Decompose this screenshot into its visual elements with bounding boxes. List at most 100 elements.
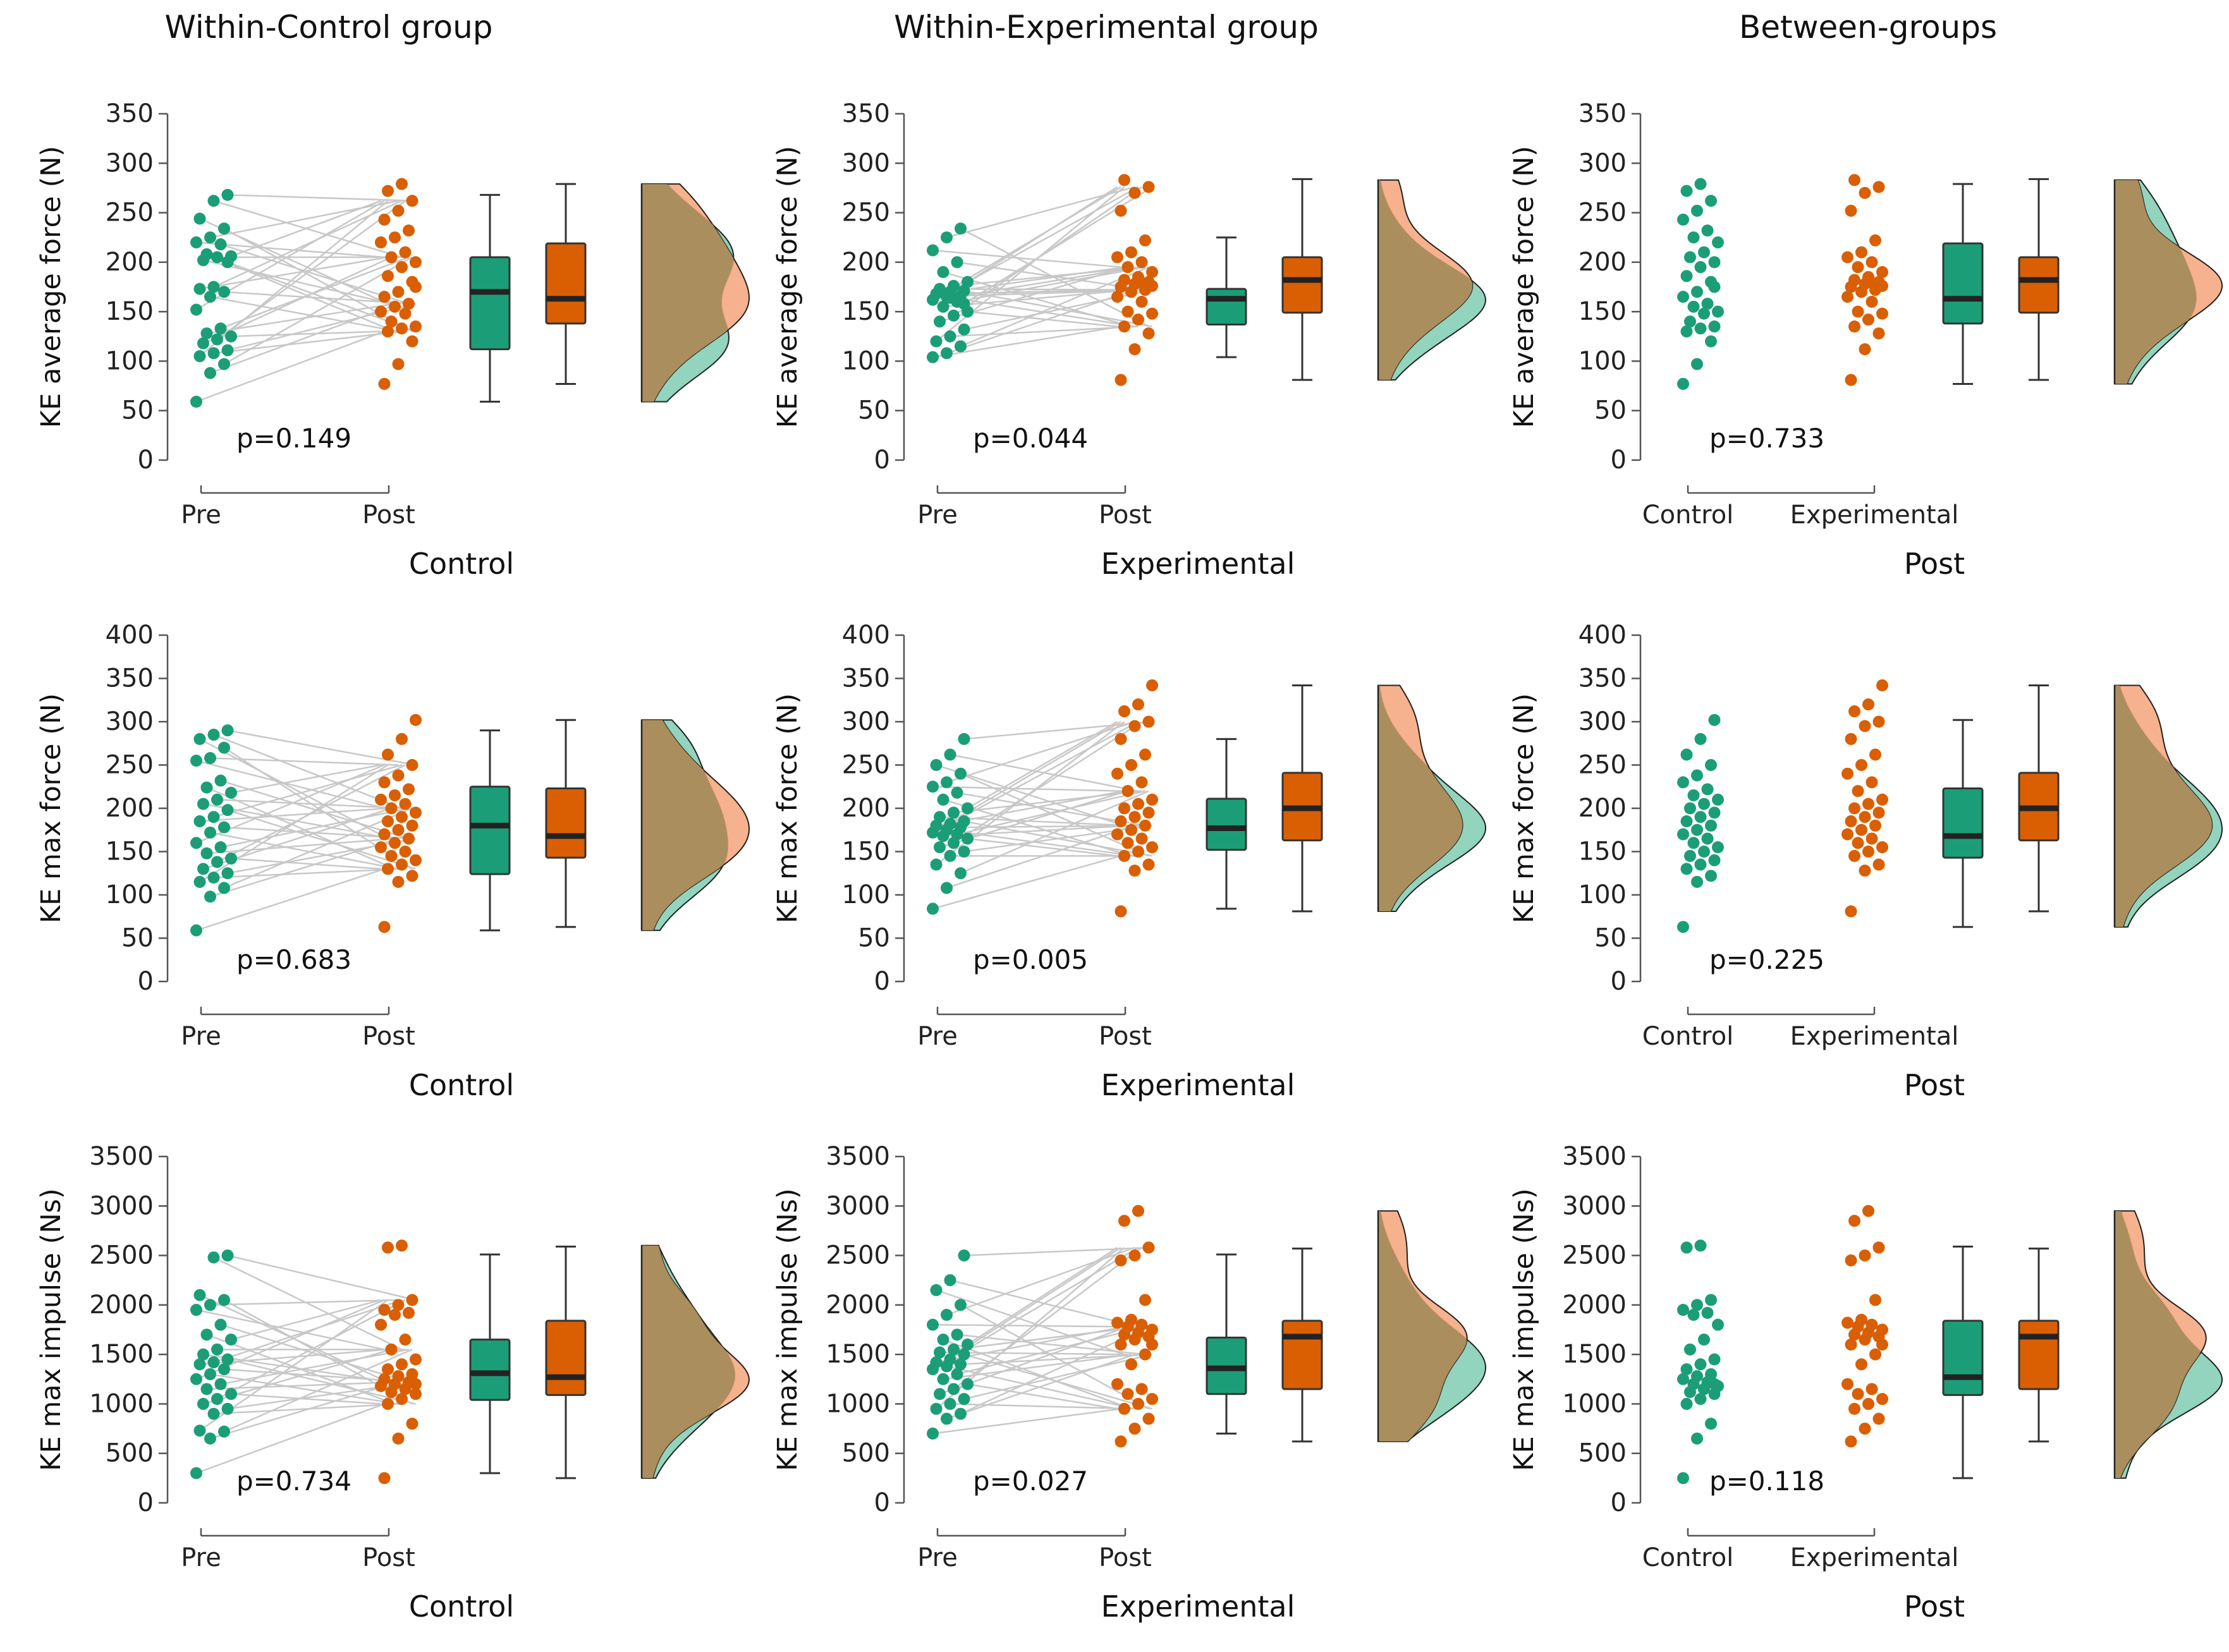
x-axis-label: Control xyxy=(409,547,514,581)
data-point-b xyxy=(406,1418,418,1430)
paired-line xyxy=(213,200,402,258)
data-point-b xyxy=(399,1333,412,1346)
data-point-a xyxy=(190,236,202,249)
y-tick-label: 1500 xyxy=(89,1340,154,1369)
box-a-iqr xyxy=(469,256,511,351)
y-tick-label: 3500 xyxy=(89,1142,154,1171)
data-point-a xyxy=(193,1424,206,1437)
data-point-a xyxy=(941,776,953,789)
data-point-a xyxy=(1680,748,1693,761)
data-point-a xyxy=(218,1425,230,1438)
data-point-b xyxy=(389,1309,401,1321)
data-point-b xyxy=(378,1472,391,1485)
data-point-b xyxy=(392,1299,405,1311)
chart-panel-2-1: 0 50 100 150 200 250 300 350 400 KE max force (N)… xyxy=(35,621,750,1102)
data-point-a xyxy=(207,347,220,360)
data-point-b xyxy=(396,1239,408,1252)
data-point-a xyxy=(941,882,953,894)
y-tick-label: 0 xyxy=(874,1488,890,1517)
data-point-a xyxy=(958,815,970,828)
data-point-b xyxy=(1872,806,1885,819)
data-point-b xyxy=(410,320,422,333)
data-point-a xyxy=(958,1348,970,1361)
data-point-a xyxy=(951,1328,963,1341)
data-point-a xyxy=(1708,854,1721,866)
data-point-a xyxy=(955,340,967,353)
data-point-b xyxy=(1111,1378,1123,1390)
data-point-a xyxy=(221,1402,234,1415)
data-point-b xyxy=(389,789,401,801)
data-point-b xyxy=(1121,305,1134,318)
data-point-b xyxy=(1866,295,1878,308)
data-point-a xyxy=(958,732,970,745)
data-point-b xyxy=(1142,715,1155,728)
data-point-a xyxy=(1712,305,1724,318)
data-point-b xyxy=(1125,1358,1137,1371)
x-tick-label: Experimental xyxy=(1790,1543,1959,1572)
data-point-a xyxy=(927,1427,939,1440)
data-point-a xyxy=(944,849,956,862)
y-tick-label: 200 xyxy=(106,794,154,823)
data-point-b xyxy=(1855,246,1867,258)
y-tick-label: 400 xyxy=(842,621,890,650)
y-tick-label: 500 xyxy=(1579,1439,1627,1468)
column-title-control: Within-Control group xyxy=(164,9,493,46)
paired-line xyxy=(206,253,395,332)
y-tick-label: 100 xyxy=(1579,346,1627,375)
y-axis-label: KE max impulse (Ns) xyxy=(772,1188,803,1471)
data-point-b xyxy=(1125,1313,1137,1326)
data-point-b xyxy=(1135,295,1148,308)
data-point-b xyxy=(1845,204,1857,217)
data-point-b xyxy=(1848,849,1860,862)
y-tick-label: 2500 xyxy=(1562,1241,1627,1270)
data-point-a xyxy=(930,1402,943,1415)
y-tick-label: 300 xyxy=(1579,707,1627,736)
data-point-a xyxy=(221,344,234,356)
data-point-b xyxy=(396,1358,408,1371)
data-point-a xyxy=(1705,1294,1717,1306)
data-point-b xyxy=(1862,1205,1874,1217)
data-point-b xyxy=(1869,748,1881,761)
paired-line xyxy=(963,1353,1152,1400)
paired-line xyxy=(196,331,385,403)
data-point-b xyxy=(1135,832,1148,845)
data-point-b xyxy=(1128,811,1141,823)
chart-panel-1-3: 0 50 100 150 200 250 300 350 KE average force (N… xyxy=(1508,99,2223,581)
y-tick-label: 50 xyxy=(1594,396,1627,425)
data-point-a xyxy=(1691,204,1703,217)
data-point-a xyxy=(955,1299,967,1311)
y-tick-label: 2000 xyxy=(1562,1291,1627,1320)
density-overlap xyxy=(1378,685,1463,912)
data-point-b xyxy=(1118,174,1130,186)
data-point-a xyxy=(1680,1241,1693,1254)
data-point-b xyxy=(1125,246,1137,258)
x-tick-label: Pre xyxy=(917,1022,958,1051)
data-point-b xyxy=(392,286,405,298)
x-tick-label: Control xyxy=(1642,1022,1734,1051)
data-point-a xyxy=(211,856,223,868)
y-tick-label: 3500 xyxy=(826,1142,890,1171)
paired-line xyxy=(953,720,1142,844)
data-point-a xyxy=(221,188,234,201)
data-point-a xyxy=(1691,1370,1703,1383)
x-tick-label: Pre xyxy=(917,501,958,530)
data-point-a xyxy=(958,1249,970,1262)
data-point-a xyxy=(962,1338,974,1351)
data-point-a xyxy=(1684,802,1696,815)
data-point-b xyxy=(1845,374,1857,386)
paired-line xyxy=(196,1309,385,1351)
data-point-b xyxy=(382,270,394,282)
data-point-b xyxy=(1848,274,1860,286)
y-axis-label: KE average force (N) xyxy=(35,146,67,428)
paired-line xyxy=(227,1358,416,1405)
data-point-a xyxy=(193,350,206,363)
box-b-iqr xyxy=(1281,1320,1323,1390)
data-point-b xyxy=(392,769,405,782)
paired-line xyxy=(224,807,413,889)
p-value-label: p=0.225 xyxy=(1709,944,1824,975)
paired-line xyxy=(206,837,395,854)
data-point-b xyxy=(410,256,422,269)
data-point-b xyxy=(1146,279,1158,292)
data-point-a xyxy=(207,1356,220,1369)
data-point-a xyxy=(1698,798,1710,810)
